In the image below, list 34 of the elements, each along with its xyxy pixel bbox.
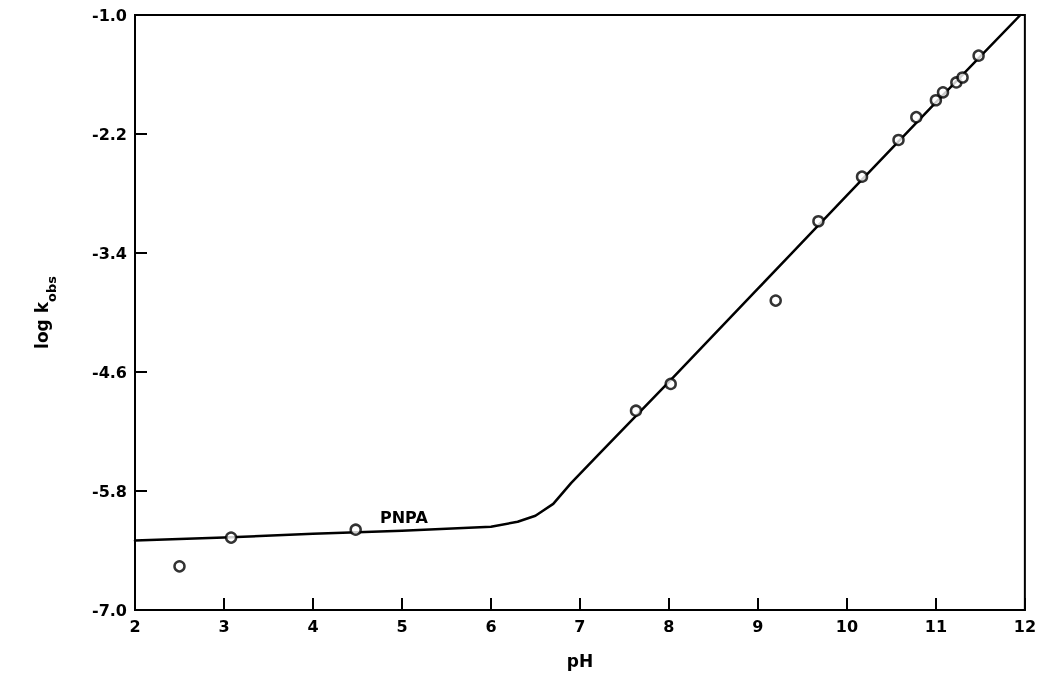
point	[972, 49, 985, 62]
point	[349, 523, 362, 536]
y-tick-label: -7.0	[92, 600, 127, 620]
x-tick-label: 4	[307, 616, 319, 636]
x-tick-label: 12	[1013, 616, 1036, 636]
point	[956, 71, 969, 84]
x-tick-label: 2	[129, 616, 141, 636]
point	[173, 560, 186, 573]
annotation: PNPA	[380, 507, 429, 527]
point	[910, 110, 923, 124]
y-tick-label: -5.8	[92, 481, 127, 501]
y-tick-label: -3.4	[92, 243, 127, 263]
x-tick-label: 8	[663, 616, 675, 636]
point	[929, 94, 943, 107]
point	[629, 404, 643, 417]
point	[855, 170, 869, 183]
x-tick-label: 5	[396, 616, 408, 636]
y-axis-title: log kobs	[31, 275, 59, 349]
y-tick-label: -2.2	[92, 124, 127, 144]
point	[812, 215, 825, 228]
point	[769, 294, 782, 307]
y-tick-label: -4.6	[92, 362, 127, 382]
x-tick-label: 3	[218, 616, 230, 636]
x-tick-label: 7	[574, 616, 586, 636]
point	[936, 86, 950, 99]
point	[224, 531, 238, 544]
x-tick-label: 11	[924, 616, 948, 636]
y-tick-label: -1.0	[92, 5, 127, 25]
x-tick-label: 6	[485, 616, 497, 636]
point	[892, 133, 905, 147]
x-tick-label: 9	[752, 616, 764, 636]
point	[664, 377, 677, 391]
x-axis-title: pH	[566, 650, 594, 671]
x-tick-label: 10	[835, 616, 859, 636]
